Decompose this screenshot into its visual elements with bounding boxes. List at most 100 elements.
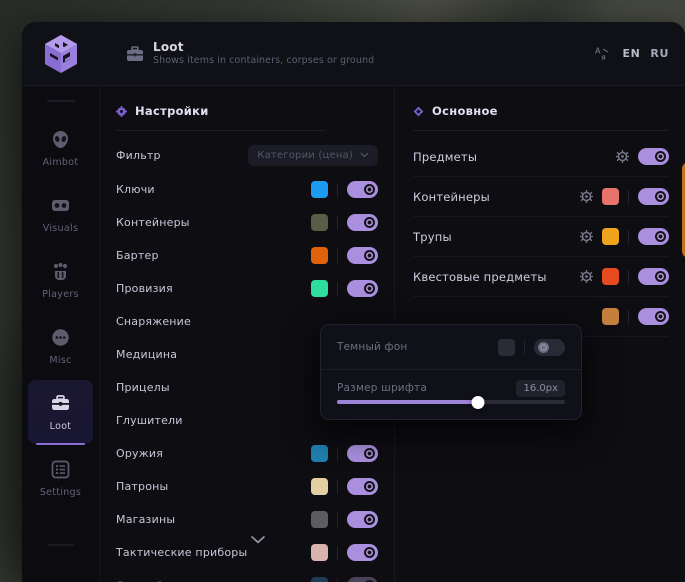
- main-section-header: Основное: [413, 104, 669, 130]
- dots-circle-icon: [52, 328, 69, 346]
- color-swatch[interactable]: [311, 511, 328, 528]
- loot-category-label: Медицина: [116, 348, 178, 361]
- color-swatch[interactable]: [311, 478, 328, 495]
- color-swatch[interactable]: [311, 445, 328, 462]
- sidebar-item-label: Players: [42, 288, 79, 300]
- color-swatch[interactable]: [311, 181, 328, 198]
- color-swatch[interactable]: [311, 577, 328, 582]
- dark-background-row: Темный фон: [321, 325, 581, 370]
- loot-category-row[interactable]: Бартер: [116, 239, 378, 272]
- font-size-slider[interactable]: [321, 395, 581, 409]
- main-option-toggle[interactable]: [638, 268, 669, 285]
- loot-category-row[interactable]: Патроны: [116, 470, 378, 503]
- alien-head-icon: [53, 130, 68, 148]
- loot-category-row[interactable]: Снаряжение: [116, 305, 378, 338]
- color-swatch[interactable]: [602, 268, 619, 285]
- loot-category-toggle[interactable]: [347, 511, 378, 528]
- loot-category-row[interactable]: Прицелы: [116, 371, 378, 404]
- dark-background-swatch[interactable]: [498, 338, 515, 356]
- main-panel: Основное Предметы Контейнеры Трупы Квестовы…: [395, 86, 685, 582]
- divider: [628, 189, 629, 204]
- loot-category-toggle[interactable]: [347, 247, 378, 264]
- sidebar-divider-top: [46, 100, 75, 102]
- filter-dropdown[interactable]: Категории (цена): [248, 144, 378, 166]
- sidebar-item-misc[interactable]: Misc: [28, 314, 93, 378]
- loot-category-toggle[interactable]: [347, 544, 378, 561]
- divider: [337, 479, 338, 494]
- page-title: Loot: [153, 40, 184, 54]
- loot-category-row[interactable]: Глушители: [116, 404, 378, 437]
- slider-knob[interactable]: [471, 395, 485, 409]
- lang-en-button[interactable]: EN: [622, 47, 641, 60]
- loot-category-row[interactable]: Оружия: [116, 437, 378, 470]
- divider: [337, 512, 338, 527]
- divider: [337, 248, 338, 263]
- color-swatch[interactable]: [602, 188, 619, 205]
- color-swatch[interactable]: [311, 544, 328, 561]
- loot-category-label: Бартер: [116, 249, 159, 262]
- font-size-row: Размер шрифта 16.0px: [321, 370, 581, 406]
- color-swatch[interactable]: [311, 214, 328, 231]
- briefcase-icon: [127, 45, 143, 61]
- settings-section-header: Настройки: [116, 104, 378, 130]
- app-logo: [22, 22, 100, 86]
- slider-track[interactable]: [337, 395, 565, 409]
- main-option-row[interactable]: Предметы: [413, 137, 669, 177]
- loot-category-toggle[interactable]: [347, 445, 378, 462]
- main-option-toggle[interactable]: [638, 228, 669, 245]
- sidebar-item-visuals[interactable]: Visuals: [28, 182, 93, 246]
- loot-category-row[interactable]: Тактические приборы: [116, 536, 378, 569]
- dark-background-toggle[interactable]: [534, 338, 565, 356]
- main-option-toggle[interactable]: [638, 308, 669, 325]
- notification-toast[interactable]: Эт кае: [682, 162, 685, 258]
- gear-icon[interactable]: [580, 270, 593, 283]
- loot-category-label: Прицелы: [116, 381, 170, 394]
- divider: [628, 229, 629, 244]
- loot-category-row[interactable]: Контейнеры: [116, 206, 378, 239]
- sidebar-item-label: Misc: [49, 354, 72, 366]
- divider: [524, 340, 525, 354]
- briefcase-icon: [52, 394, 69, 410]
- main-option-toggle[interactable]: [638, 188, 669, 205]
- gear-icon[interactable]: [616, 150, 629, 163]
- sidebar: Aimbot Visuals Players: [22, 86, 100, 582]
- loot-category-label: Ключи: [116, 183, 155, 196]
- main-option-row[interactable]: Квестовые предметы: [413, 257, 669, 297]
- loot-category-toggle[interactable]: [347, 181, 378, 198]
- settings-section-title: Настройки: [135, 104, 209, 118]
- lang-ru-button[interactable]: RU: [650, 47, 669, 60]
- language-switcher[interactable]: A я EN RU: [595, 45, 669, 63]
- gear-icon[interactable]: [580, 190, 593, 203]
- chevron-down-icon[interactable]: [250, 535, 266, 544]
- loot-category-label: Глушители: [116, 414, 183, 427]
- loot-category-toggle[interactable]: [347, 214, 378, 231]
- gear-icon[interactable]: [580, 230, 593, 243]
- main-option-toggle[interactable]: [638, 148, 669, 165]
- color-swatch[interactable]: [311, 280, 328, 297]
- loot-category-toggle[interactable]: [347, 478, 378, 495]
- loot-category-row[interactable]: Магазины: [116, 503, 378, 536]
- loot-category-row[interactable]: Ключи: [116, 173, 378, 206]
- loot-category-row[interactable]: Оружейные части: [116, 569, 378, 582]
- color-swatch[interactable]: [602, 308, 619, 325]
- main-option-row[interactable]: Контейнеры: [413, 177, 669, 217]
- divider: [337, 215, 338, 230]
- loot-category-toggle[interactable]: [347, 577, 378, 582]
- filter-label: Фильтр: [116, 148, 161, 162]
- language-translate-icon: A я: [595, 47, 609, 62]
- loot-category-row[interactable]: Медицина: [116, 338, 378, 371]
- loot-category-toggle[interactable]: [347, 280, 378, 297]
- main-option-row[interactable]: Трупы: [413, 217, 669, 257]
- divider: [337, 545, 338, 560]
- color-swatch[interactable]: [311, 247, 328, 264]
- sidebar-item-loot[interactable]: Loot: [28, 380, 93, 445]
- sidebar-item-aimbot[interactable]: Aimbot: [28, 116, 93, 180]
- color-swatch[interactable]: [602, 228, 619, 245]
- list-icon: [51, 460, 70, 478]
- loot-category-row[interactable]: Провизия: [116, 272, 378, 305]
- slider-fill: [337, 400, 479, 404]
- loot-category-label: Провизия: [116, 282, 173, 295]
- sidebar-item-settings[interactable]: Settings: [28, 446, 93, 510]
- loot-category-list: Ключи Контейнеры Бартер Провизия Снаряжение М…: [116, 173, 378, 582]
- sidebar-item-players[interactable]: Players: [28, 248, 93, 312]
